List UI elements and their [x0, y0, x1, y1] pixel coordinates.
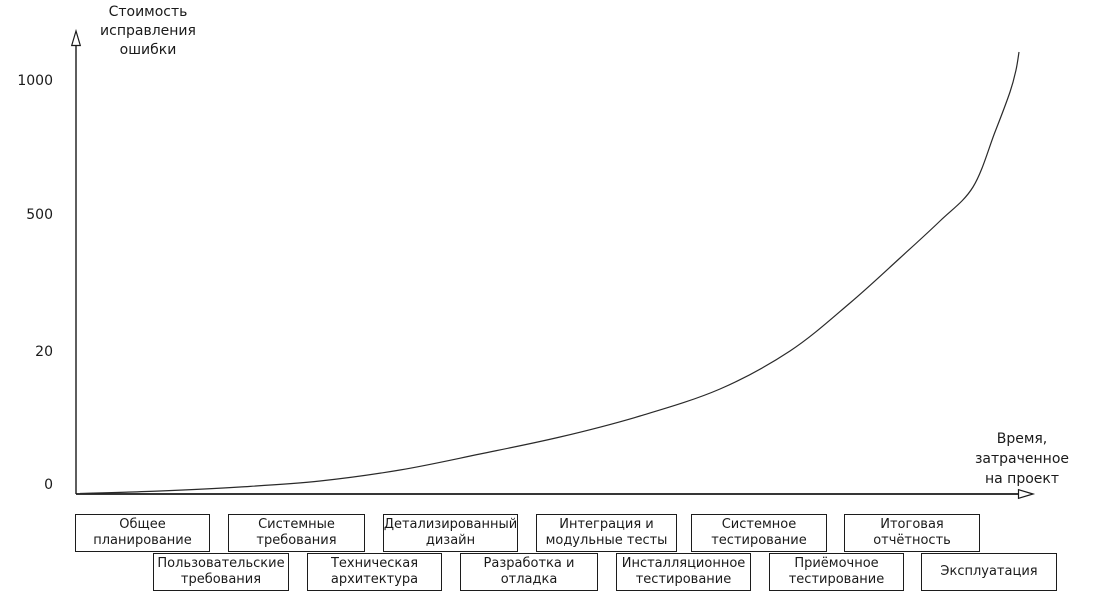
- y-axis-title-line: исправления: [100, 23, 196, 39]
- phase-box-label: модульные тесты: [545, 533, 668, 548]
- phase-box-label: Техническая: [330, 556, 419, 571]
- phase-box: Разработка и отладка: [460, 553, 598, 591]
- x-axis-arrowhead: [1017, 488, 1036, 500]
- x-axis-title-line: Время,: [996, 431, 1048, 447]
- phase-box: Приёмочное тестирование: [769, 553, 904, 591]
- phase-box: Системное тестирование: [691, 514, 827, 552]
- phase-box: Интеграция и модульные тесты: [536, 514, 677, 552]
- phase-box: Инсталляционное тестирование: [616, 553, 751, 591]
- y-tick-label: 500: [26, 207, 53, 223]
- phase-box-label: тестирование: [788, 572, 885, 587]
- phase-box-label: Пользовательские: [157, 556, 285, 571]
- phase-box-label: Интеграция и: [559, 517, 654, 532]
- phase-box: Техническая архитектура: [307, 553, 442, 591]
- phase-box: Детализированный дизайн: [383, 514, 518, 552]
- phase-box: Эксплуатация: [921, 553, 1057, 591]
- cost-curve: [79, 51, 1020, 495]
- phase-box-label: отладка: [500, 572, 558, 587]
- phase-box-label: Общее: [119, 517, 166, 532]
- phase-box: Итоговая отчётность: [844, 514, 980, 552]
- x-axis-title-line: затраченное: [974, 451, 1069, 467]
- phase-box-label: Системное: [721, 517, 797, 532]
- y-axis-arrowhead: [70, 28, 82, 47]
- phase-box-label: Детализированный: [383, 517, 518, 532]
- y-tick-label: 20: [35, 344, 53, 360]
- phase-box-label: дизайн: [425, 533, 476, 548]
- phase-box-label: архитектура: [330, 572, 419, 587]
- y-tick-label: 0: [44, 477, 53, 493]
- phase-box-label: требования: [256, 533, 337, 548]
- y-axis-title-line: ошибки: [119, 42, 177, 58]
- phase-box-label: Эксплуатация: [940, 564, 1038, 579]
- x-axis-title-line: на проект: [984, 471, 1059, 487]
- y-axis-title-line: Стоимость: [108, 4, 188, 20]
- phase-box-label: Приёмочное: [794, 556, 879, 571]
- phase-box-label: Инсталляционное: [621, 556, 746, 571]
- phase-box-label: требования: [180, 572, 262, 587]
- phase-box-label: отчётность: [873, 533, 951, 548]
- phase-box-label: Итоговая: [880, 517, 944, 532]
- phase-box-label: Разработка и: [483, 556, 575, 571]
- phase-box-label: тестирование: [635, 572, 732, 587]
- y-axis-title: Стоимость исправления ошибки: [68, 3, 228, 60]
- phase-box-label: планирование: [93, 533, 192, 548]
- phase-box: Общее планирование: [75, 514, 210, 552]
- phase-box-label: Системные: [258, 517, 335, 532]
- y-tick-label: 1000: [17, 73, 53, 89]
- phase-box: Системные требования: [228, 514, 365, 552]
- x-axis-title: Время, затраченное на проект: [942, 429, 1099, 489]
- phase-box-label: тестирование: [711, 533, 807, 548]
- phase-box: Пользовательские требования: [153, 553, 289, 591]
